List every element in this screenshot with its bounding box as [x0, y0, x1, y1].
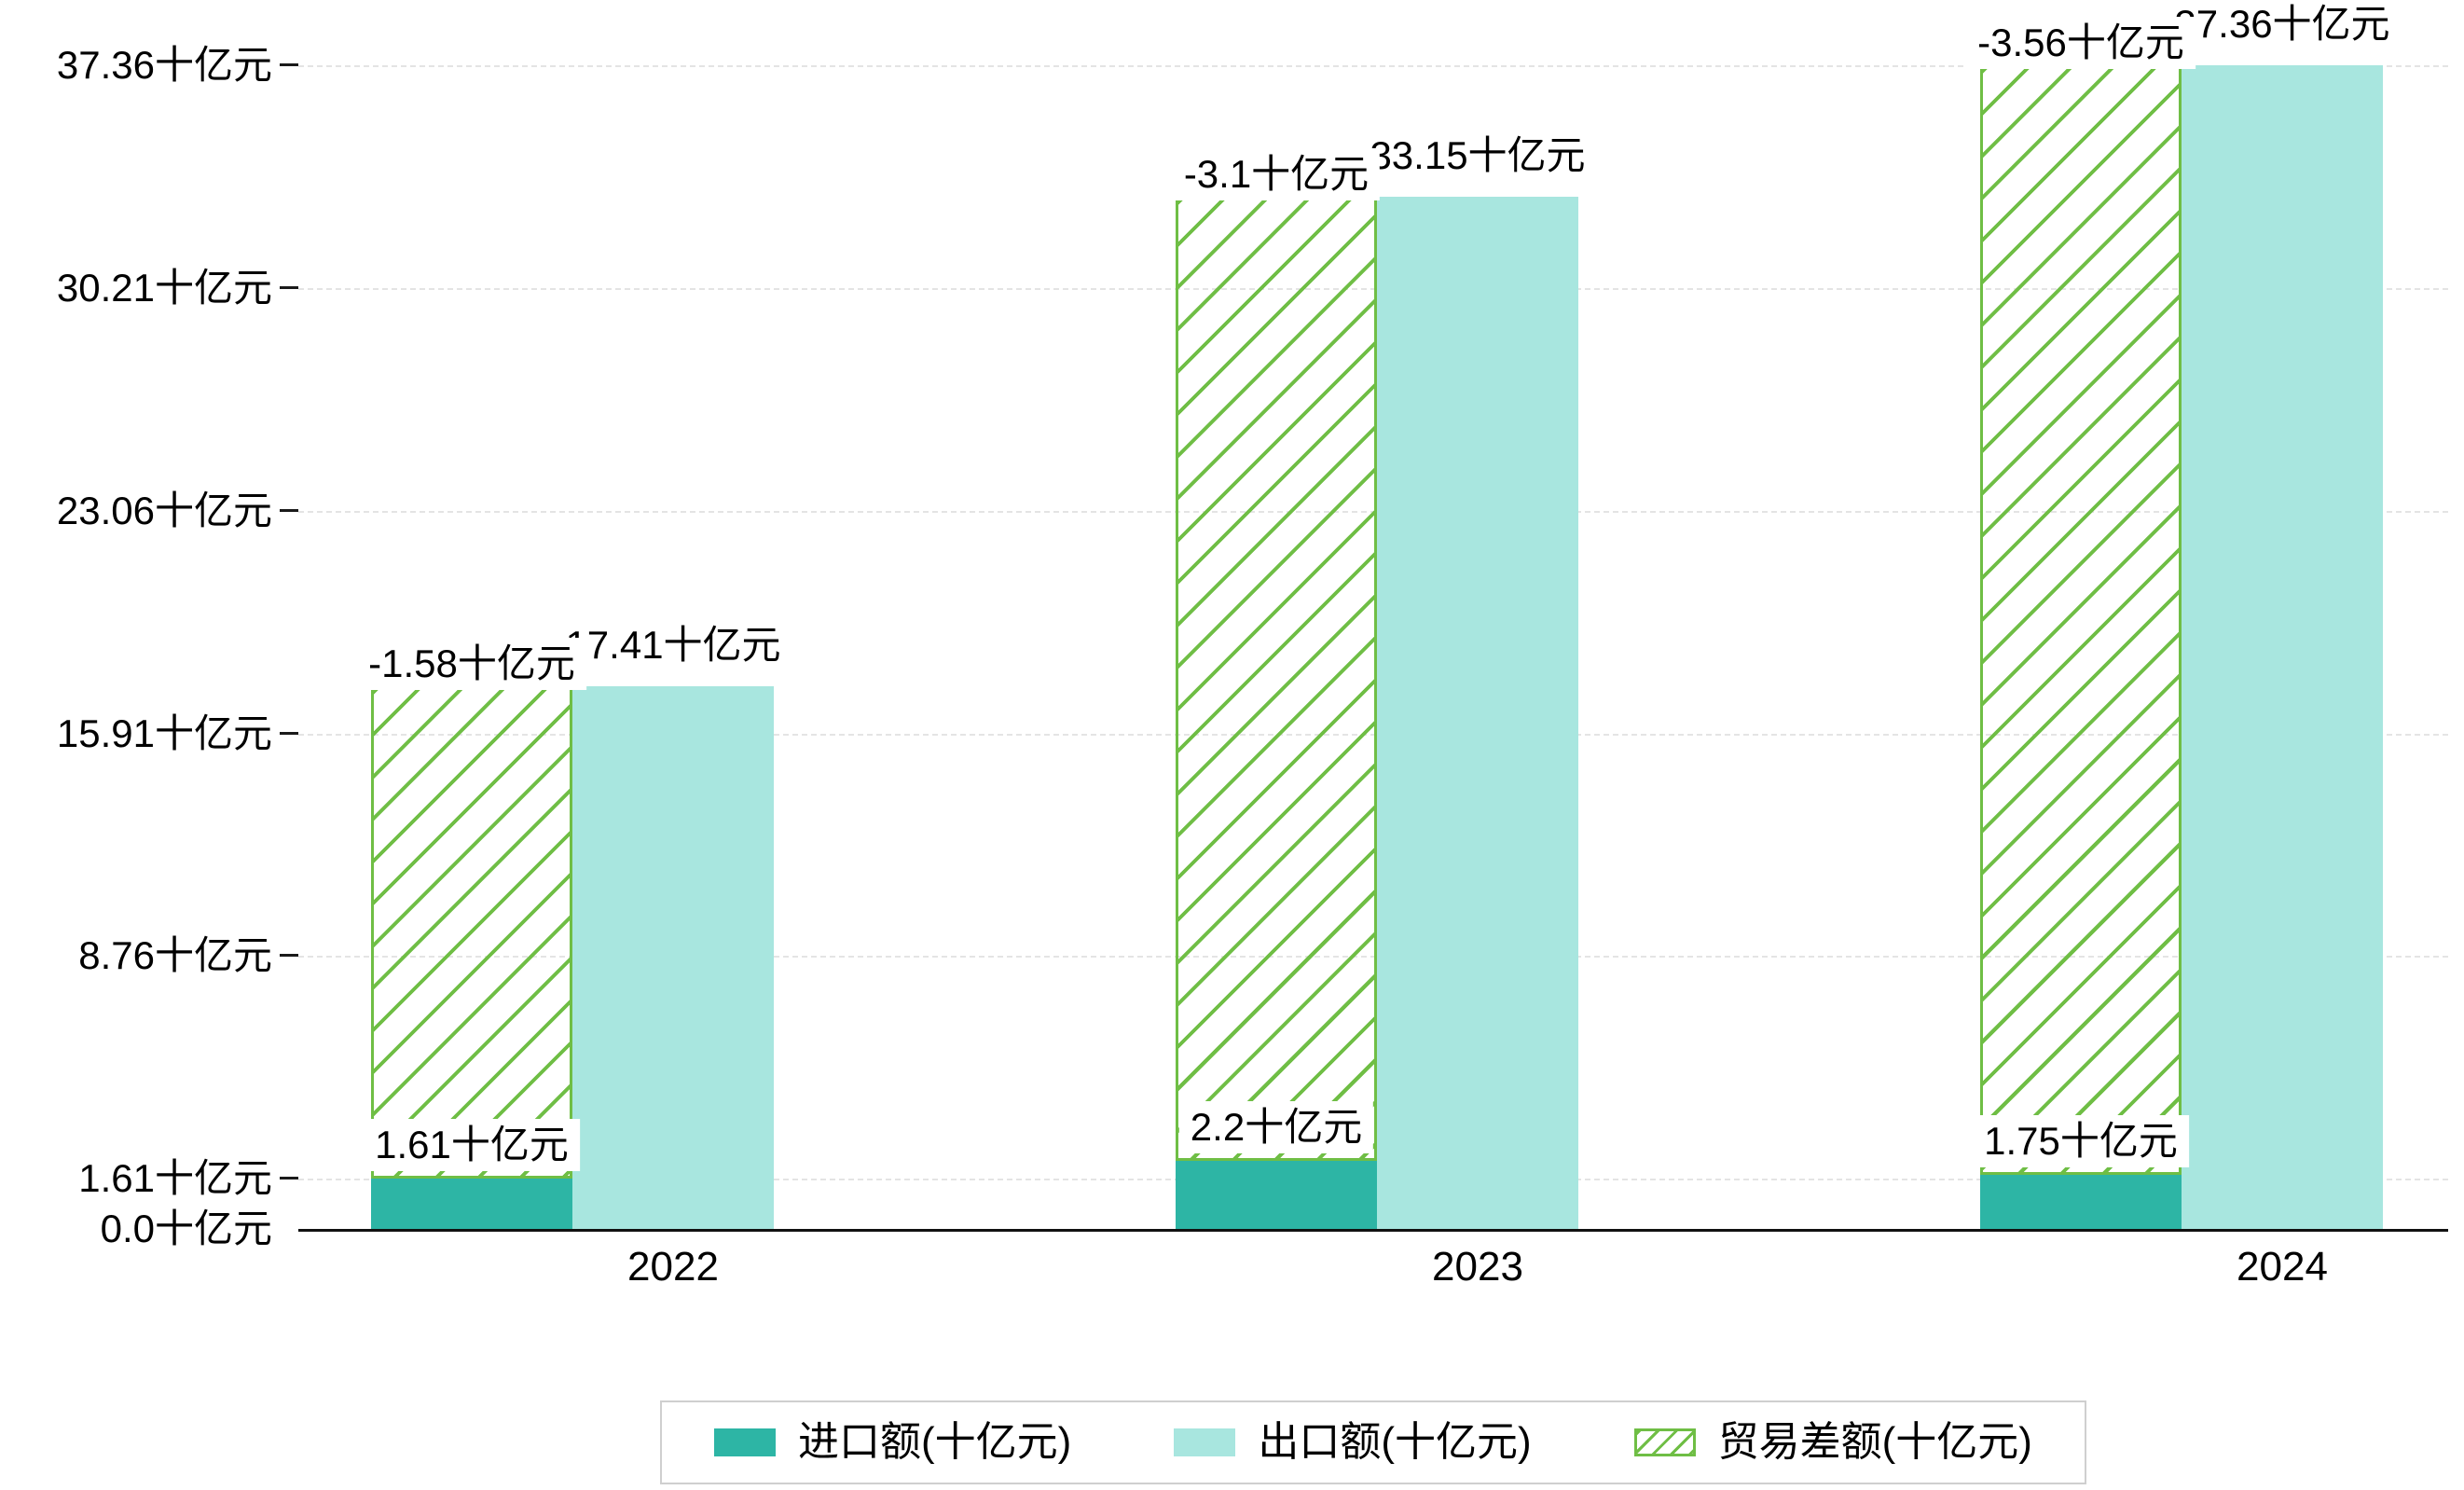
import-value-label: 2.2十亿元	[1178, 1100, 1374, 1153]
y-tick-mark	[280, 731, 298, 735]
y-tick-mark	[280, 285, 298, 289]
y-tick-label: 37.36十亿元	[56, 43, 272, 87]
y-tick-mark	[280, 508, 298, 512]
export-value-label: 17.41十亿元	[554, 619, 792, 672]
trade-balance-bar	[1176, 196, 1377, 1161]
export-legend-swatch	[1174, 1428, 1236, 1456]
export-bar	[572, 686, 774, 1229]
legend-box: 进口额(十亿元) 出口额(十亿元) 贸易差额(十亿元)	[660, 1400, 2086, 1484]
y-tick-label: 8.76十亿元	[78, 933, 272, 978]
legend: 进口额(十亿元) 出口额(十亿元) 贸易差额(十亿元)	[298, 1400, 2448, 1484]
y-tick-label: 0.0十亿元	[100, 1207, 272, 1250]
y-tick-mark	[280, 1177, 298, 1180]
export-bar	[2182, 65, 2383, 1229]
import-bar	[1176, 1160, 1377, 1229]
balance-value-label: -3.56十亿元	[1966, 17, 2196, 69]
import-value-label: 1.75十亿元	[1973, 1114, 2189, 1167]
gridline	[298, 65, 2448, 67]
x-axis-line	[298, 1229, 2448, 1232]
balance-legend-swatch	[1633, 1428, 1696, 1456]
y-tick-mark	[280, 954, 298, 958]
export-value-label: 37.36十亿元	[2163, 0, 2402, 50]
legend-label: 贸易差额(十亿元)	[1717, 1419, 2032, 1465]
y-tick-mark	[280, 63, 298, 66]
legend-item-import: 进口额(十亿元)	[714, 1417, 1071, 1468]
export-value-label: 33.15十亿元	[1358, 129, 1597, 182]
trade-balance-bar	[371, 686, 572, 1180]
y-tick-label: 15.91十亿元	[56, 711, 272, 755]
y-tick-label: 1.61十亿元	[78, 1156, 272, 1201]
import-legend-swatch	[714, 1428, 777, 1456]
x-tick-label: 2024	[2237, 1244, 2328, 1290]
legend-item-balance: 贸易差额(十亿元)	[1633, 1417, 2032, 1468]
legend-item-export: 出口额(十亿元)	[1174, 1417, 1532, 1468]
x-tick-label: 2022	[627, 1244, 719, 1290]
y-tick-label: 30.21十亿元	[56, 265, 272, 310]
balance-value-label: -1.58十亿元	[357, 638, 586, 691]
balance-value-label: -3.1十亿元	[1172, 147, 1381, 200]
import-bar	[1980, 1174, 2182, 1229]
x-tick-label: 2023	[1432, 1244, 1523, 1290]
legend-label: 进口额(十亿元)	[798, 1419, 1072, 1465]
trade-balance-bar	[1980, 65, 2182, 1175]
import-value-label: 1.61十亿元	[364, 1119, 580, 1172]
import-bar	[371, 1179, 572, 1229]
legend-label: 出口额(十亿元)	[1258, 1419, 1532, 1465]
export-bar	[1377, 196, 1578, 1229]
y-tick-label: 23.06十亿元	[56, 488, 272, 532]
